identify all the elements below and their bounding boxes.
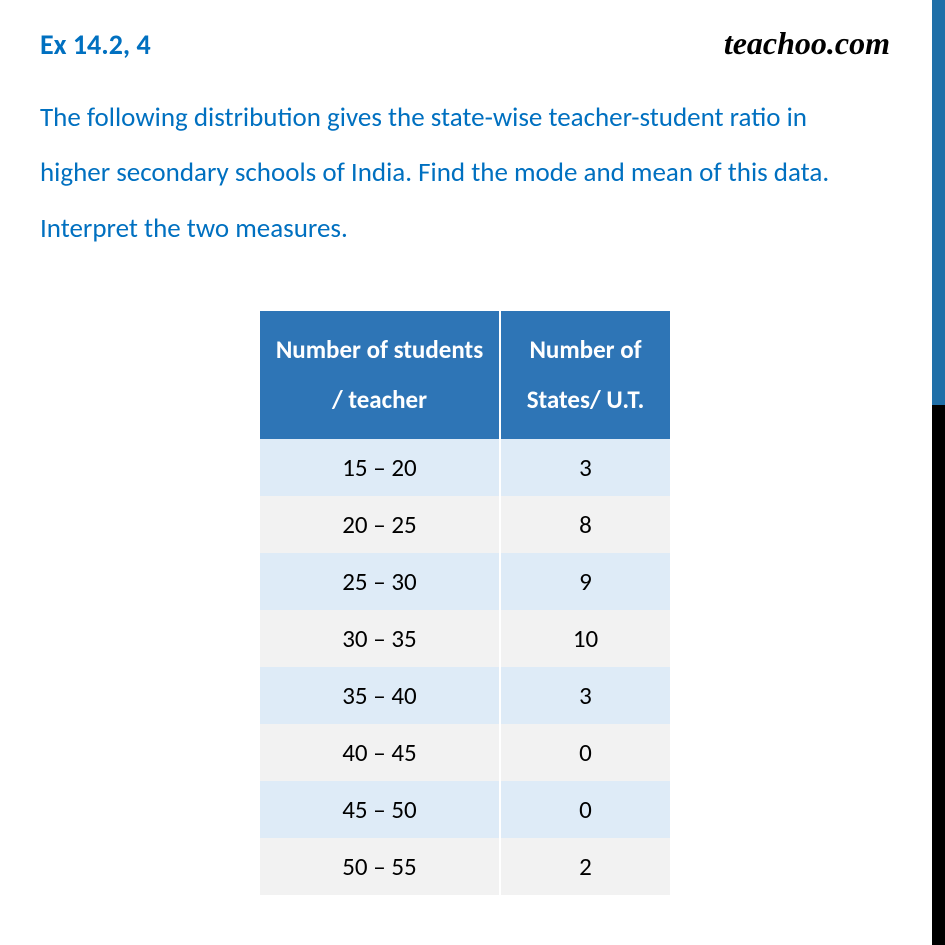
col-header-1: Number of States/ U.T.: [500, 311, 670, 439]
table-wrap: Number of students / teacher Number of S…: [40, 311, 890, 895]
side-accent-bottom: [932, 405, 945, 945]
table-row: 25 – 30 9: [260, 553, 670, 610]
cell: 10: [500, 610, 670, 667]
table-row: 20 – 25 8: [260, 496, 670, 553]
data-table: Number of students / teacher Number of S…: [260, 311, 670, 895]
exercise-number: Ex 14.2, 4: [40, 27, 151, 62]
cell: 20 – 25: [260, 496, 500, 553]
watermark: teachoo.com: [724, 25, 890, 62]
cell: 0: [500, 781, 670, 838]
cell: 3: [500, 667, 670, 724]
side-accent-top: [932, 0, 945, 405]
cell: 0: [500, 724, 670, 781]
cell: 50 – 55: [260, 838, 500, 895]
table-row: 15 – 20 3: [260, 439, 670, 496]
cell: 3: [500, 439, 670, 496]
cell: 35 – 40: [260, 667, 500, 724]
table-row: 50 – 55 2: [260, 838, 670, 895]
cell: 25 – 30: [260, 553, 500, 610]
table-row: 30 – 35 10: [260, 610, 670, 667]
table-row: 35 – 40 3: [260, 667, 670, 724]
table-row: 45 – 50 0: [260, 781, 670, 838]
question-text: The following distribution gives the sta…: [40, 90, 890, 256]
header-row: Ex 14.2, 4 teachoo.com: [40, 25, 890, 62]
table-header-row: Number of students / teacher Number of S…: [260, 311, 670, 439]
cell: 15 – 20: [260, 439, 500, 496]
cell: 30 – 35: [260, 610, 500, 667]
page-content: Ex 14.2, 4 teachoo.com The following dis…: [0, 0, 945, 895]
cell: 2: [500, 838, 670, 895]
table-row: 40 – 45 0: [260, 724, 670, 781]
cell: 9: [500, 553, 670, 610]
col-header-0: Number of students / teacher: [260, 311, 500, 439]
cell: 45 – 50: [260, 781, 500, 838]
cell: 8: [500, 496, 670, 553]
cell: 40 – 45: [260, 724, 500, 781]
